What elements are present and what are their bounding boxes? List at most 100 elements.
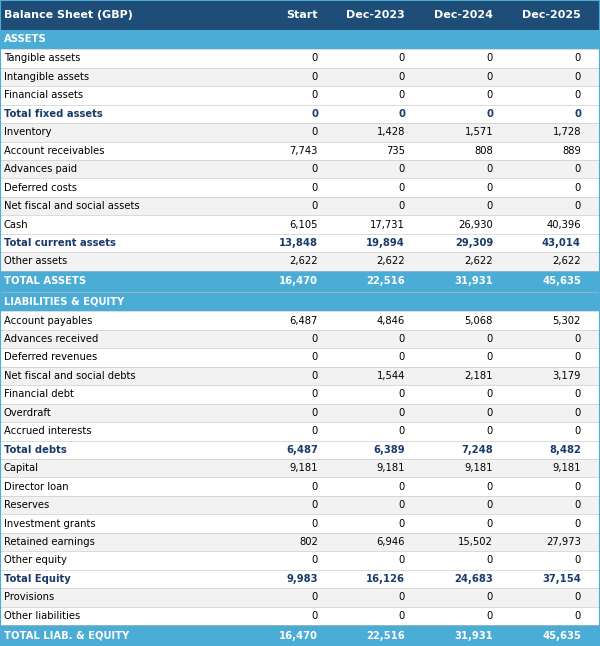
Text: 0: 0 (312, 353, 318, 362)
Text: 0: 0 (312, 183, 318, 193)
Text: 2,181: 2,181 (464, 371, 493, 381)
Bar (0, 252, 600, 271)
Text: 0: 0 (312, 201, 318, 211)
Text: 7,248: 7,248 (461, 444, 493, 455)
Text: 0: 0 (399, 500, 405, 510)
Text: 31,931: 31,931 (454, 276, 493, 286)
Text: 0: 0 (575, 500, 581, 510)
Text: 6,389: 6,389 (373, 444, 405, 455)
Text: 16,126: 16,126 (366, 574, 405, 584)
Bar (0, 105, 600, 123)
Bar (0, 160, 600, 178)
Text: 0: 0 (487, 556, 493, 565)
Text: Other equity: Other equity (4, 556, 67, 565)
Text: 0: 0 (575, 54, 581, 63)
Text: 889: 889 (562, 146, 581, 156)
Text: 0: 0 (312, 371, 318, 381)
Text: 9,983: 9,983 (287, 574, 318, 584)
Text: 0: 0 (399, 201, 405, 211)
Text: 4,846: 4,846 (377, 315, 405, 326)
Text: 13,848: 13,848 (279, 238, 318, 248)
Text: 26,930: 26,930 (458, 220, 493, 229)
Text: Deferred costs: Deferred costs (4, 183, 77, 193)
Text: 43,014: 43,014 (542, 238, 581, 248)
Text: 0: 0 (399, 353, 405, 362)
Text: 29,309: 29,309 (455, 238, 493, 248)
Text: Tangible assets: Tangible assets (4, 54, 80, 63)
Text: 735: 735 (386, 146, 405, 156)
Text: 5,068: 5,068 (464, 315, 493, 326)
Text: 0: 0 (399, 334, 405, 344)
Text: 0: 0 (487, 592, 493, 603)
Text: 0: 0 (312, 500, 318, 510)
Text: 0: 0 (487, 408, 493, 418)
Text: Other assets: Other assets (4, 256, 67, 267)
Text: 2,622: 2,622 (289, 256, 318, 267)
Text: Total debts: Total debts (4, 444, 67, 455)
Text: 0: 0 (312, 482, 318, 492)
Bar (0, 234, 600, 252)
Bar (0, 514, 600, 533)
Bar (0, 385, 600, 404)
Bar (0, 607, 600, 625)
Text: Overdraft: Overdraft (4, 408, 52, 418)
Bar (0, 178, 600, 197)
Text: 9,181: 9,181 (377, 463, 405, 474)
Text: 0: 0 (575, 592, 581, 603)
Text: ASSETS: ASSETS (4, 34, 47, 45)
Text: Balance Sheet (GBP): Balance Sheet (GBP) (4, 10, 133, 20)
Text: 0: 0 (312, 90, 318, 100)
Bar (0, 271, 600, 291)
Text: 45,635: 45,635 (542, 276, 581, 286)
Text: 1,544: 1,544 (377, 371, 405, 381)
Bar (0, 588, 600, 607)
Text: 17,731: 17,731 (370, 220, 405, 229)
Text: 1,428: 1,428 (377, 127, 405, 138)
Text: Start: Start (287, 10, 318, 20)
Text: 0: 0 (312, 164, 318, 174)
Text: 0: 0 (487, 353, 493, 362)
Bar (0, 197, 600, 215)
Text: 0: 0 (312, 334, 318, 344)
Text: 808: 808 (474, 146, 493, 156)
Text: 6,487: 6,487 (290, 315, 318, 326)
Text: 3,179: 3,179 (553, 371, 581, 381)
Text: Deferred revenues: Deferred revenues (4, 353, 97, 362)
Text: 31,931: 31,931 (454, 630, 493, 641)
Bar (0, 215, 600, 234)
Text: 0: 0 (312, 54, 318, 63)
Bar (0, 49, 600, 68)
Text: 0: 0 (487, 390, 493, 399)
Text: 0: 0 (399, 519, 405, 528)
Text: 0: 0 (312, 556, 318, 565)
Text: Reserves: Reserves (4, 500, 49, 510)
Text: 24,683: 24,683 (454, 574, 493, 584)
Text: 0: 0 (575, 201, 581, 211)
Text: 0: 0 (575, 164, 581, 174)
Text: 802: 802 (299, 537, 318, 547)
Text: Advances paid: Advances paid (4, 164, 77, 174)
Text: 0: 0 (399, 390, 405, 399)
Bar (0, 0, 600, 30)
Text: 6,487: 6,487 (286, 444, 318, 455)
Text: 0: 0 (399, 72, 405, 82)
Text: 0: 0 (399, 426, 405, 436)
Bar (0, 311, 600, 329)
Bar (0, 68, 600, 86)
Text: 9,181: 9,181 (553, 463, 581, 474)
Text: Director loan: Director loan (4, 482, 68, 492)
Bar (0, 30, 600, 49)
Text: 9,181: 9,181 (290, 463, 318, 474)
Text: 5,302: 5,302 (553, 315, 581, 326)
Text: 0: 0 (399, 556, 405, 565)
Text: 0: 0 (487, 164, 493, 174)
Text: 8,482: 8,482 (549, 444, 581, 455)
Text: 0: 0 (487, 519, 493, 528)
Text: 0: 0 (487, 201, 493, 211)
Text: 40,396: 40,396 (547, 220, 581, 229)
Text: 15,502: 15,502 (458, 537, 493, 547)
Text: 0: 0 (575, 519, 581, 528)
Bar (0, 329, 600, 348)
Text: 0: 0 (399, 90, 405, 100)
Text: Retained earnings: Retained earnings (4, 537, 95, 547)
